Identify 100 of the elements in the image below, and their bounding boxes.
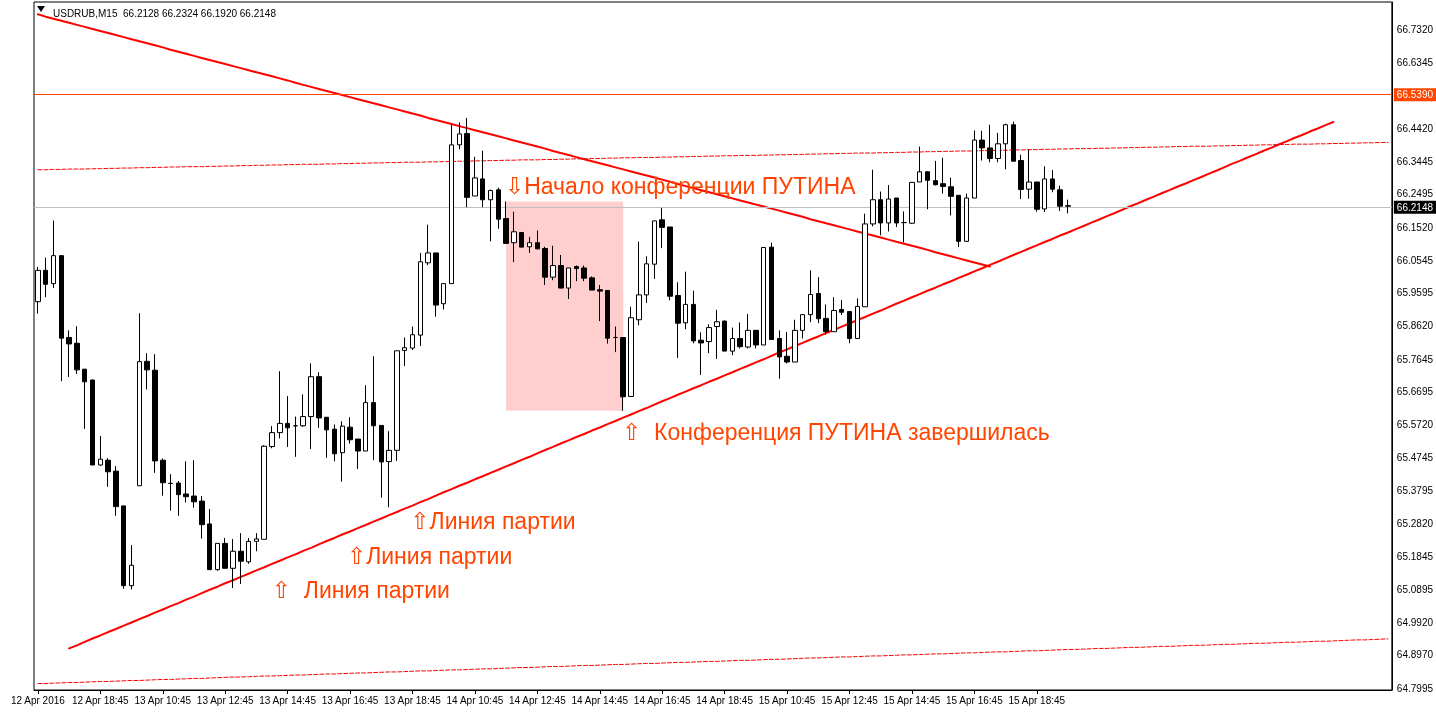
candlestick xyxy=(722,319,727,352)
candlestick xyxy=(792,319,798,363)
candlestick xyxy=(1057,185,1063,212)
candlestick xyxy=(254,532,259,552)
candlestick xyxy=(191,459,197,509)
annotation: ⇧Линия партии xyxy=(410,508,576,535)
candlestick xyxy=(1042,165,1047,213)
candlestick xyxy=(324,416,329,459)
candlestick xyxy=(449,124,454,285)
line-series xyxy=(37,638,1389,685)
y-tick-label: 65.6695 xyxy=(1396,386,1434,398)
candlestick xyxy=(230,538,236,589)
x-tick-label: 15 Apr 16:45 xyxy=(945,694,1004,706)
candlestick xyxy=(784,331,790,364)
candlestick xyxy=(355,438,361,470)
candlestick xyxy=(340,420,345,483)
candlestick xyxy=(652,220,657,280)
x-tick-label: 14 Apr 18:45 xyxy=(696,694,754,706)
candlestick xyxy=(620,336,626,412)
candlestick xyxy=(82,368,87,430)
candlestick xyxy=(683,271,688,330)
candlestick xyxy=(285,395,290,448)
candlestick xyxy=(542,246,548,286)
candlestick xyxy=(152,353,158,474)
y-tick-label: 65.3795 xyxy=(1396,484,1434,496)
candlestick xyxy=(394,350,400,462)
y-tick-label: 65.7645 xyxy=(1396,353,1434,365)
candlestick xyxy=(433,252,439,318)
candlestick xyxy=(410,326,415,351)
candlestick xyxy=(847,311,852,344)
candlestick xyxy=(277,370,283,439)
candlestick xyxy=(566,267,571,300)
x-tick-label: 12 Apr 2016 xyxy=(10,694,66,706)
candlestick xyxy=(1026,149,1032,200)
candlestick xyxy=(59,255,64,382)
y-tick-label: 66.0545 xyxy=(1396,254,1434,266)
candlestick xyxy=(558,254,564,289)
ref-line-label: 66.5390 xyxy=(1396,89,1434,101)
candlestick xyxy=(925,171,930,210)
candlestick xyxy=(964,193,969,242)
y-tick-label: 66.7320 xyxy=(1396,23,1434,35)
candlestick xyxy=(121,505,126,590)
candlestick xyxy=(1011,121,1016,162)
candlestick xyxy=(488,189,493,242)
y-tick-label: 65.9595 xyxy=(1396,287,1434,299)
candlestick xyxy=(418,252,423,347)
candlestick xyxy=(308,362,314,450)
candlestick xyxy=(113,465,119,517)
candlestick xyxy=(1003,123,1008,170)
x-tick-label: 13 Apr 12:45 xyxy=(196,694,254,706)
candlestick xyxy=(183,460,189,503)
candlestick xyxy=(316,371,322,429)
y-tick-label: 66.3445 xyxy=(1396,155,1434,167)
candlestick xyxy=(972,130,977,199)
candlestick xyxy=(995,132,1001,163)
candlestick xyxy=(698,331,704,376)
candlestick xyxy=(1050,169,1055,193)
y-tick-label: 64.7995 xyxy=(1396,682,1434,694)
y-tick-label: 65.0895 xyxy=(1396,583,1434,595)
candlestick xyxy=(597,284,603,322)
candlestick xyxy=(581,265,587,282)
candlestick xyxy=(987,124,993,163)
y-tick-label: 66.6345 xyxy=(1396,57,1434,69)
y-tick-label: 65.4745 xyxy=(1396,452,1434,464)
candlestick xyxy=(855,297,860,339)
candlestick xyxy=(207,508,212,571)
candlestick xyxy=(659,207,665,249)
candlestick xyxy=(472,156,478,197)
candlestick xyxy=(940,157,946,195)
annotation: ⇧ Линия партии xyxy=(271,577,450,604)
candlestick xyxy=(402,336,407,367)
candlestick xyxy=(363,384,368,452)
candlestick xyxy=(753,329,759,349)
candlestick xyxy=(246,537,251,565)
x-tick-label: 13 Apr 14:45 xyxy=(259,694,317,706)
x-tick-label: 15 Apr 12:45 xyxy=(821,694,879,706)
candlestick xyxy=(1065,199,1071,214)
candlestick xyxy=(425,224,431,266)
candlestick xyxy=(909,181,915,225)
y-tick-label: 65.5720 xyxy=(1396,419,1434,431)
candlestick xyxy=(269,425,275,449)
candlestick xyxy=(777,329,782,380)
candlestick xyxy=(105,457,111,488)
candlestick xyxy=(519,231,524,248)
candlestick xyxy=(870,169,876,227)
candlestick xyxy=(917,146,922,183)
candlestick xyxy=(98,435,103,467)
candlestick xyxy=(386,430,392,508)
candlestick xyxy=(550,245,556,281)
annotation: ⇧Линия партии xyxy=(346,542,513,569)
candlestick xyxy=(933,160,938,186)
candlestick xyxy=(816,276,821,324)
y-tick-label: 64.8970 xyxy=(1396,649,1434,661)
x-tick-label: 15 Apr 18:45 xyxy=(1008,694,1066,706)
candlestick xyxy=(379,424,384,499)
y-tick-label: 66.2495 xyxy=(1396,188,1434,200)
candlestick xyxy=(894,197,899,228)
candlestick xyxy=(628,306,634,397)
candlestick xyxy=(589,275,595,291)
candlestick xyxy=(441,283,446,311)
